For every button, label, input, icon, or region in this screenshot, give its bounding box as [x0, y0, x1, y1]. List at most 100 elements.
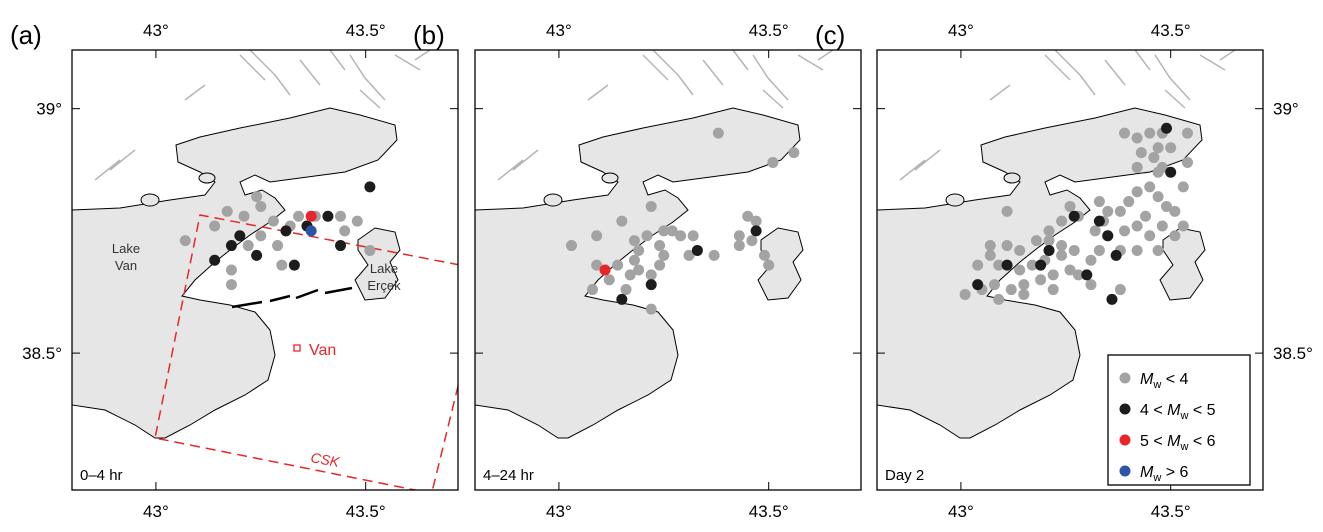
rupture: [231, 286, 353, 309]
legend-suffix: < 5: [1188, 402, 1215, 419]
box-edge: [431, 383, 458, 490]
legend-suffix: < 6: [1188, 433, 1215, 450]
x-tick-label: 43.5°: [749, 21, 789, 40]
legend-symbol: M: [1140, 464, 1154, 481]
event: [1068, 210, 1080, 222]
event: [972, 259, 984, 271]
event: [305, 225, 317, 237]
event: [234, 230, 246, 242]
event: [221, 205, 233, 217]
event: [759, 249, 770, 261]
event: [984, 240, 996, 252]
event: [972, 279, 984, 291]
x-tick-label: 43°: [143, 502, 169, 521]
event: [1043, 244, 1055, 256]
frame: [71, 49, 459, 491]
legend-suffix: < 4: [1161, 371, 1188, 388]
event: [335, 210, 347, 222]
event: [624, 269, 636, 281]
event: [750, 225, 762, 237]
event: [1131, 132, 1143, 144]
y-tick-label: 38.5°: [1273, 344, 1313, 363]
event: [984, 249, 996, 261]
legend-entry: Mw < 4: [1140, 371, 1189, 391]
event: [988, 279, 1000, 291]
event: [1056, 215, 1068, 227]
event: [1081, 269, 1093, 281]
event: [1156, 220, 1168, 232]
event: [654, 259, 666, 271]
x-tick-label: 43°: [546, 21, 572, 40]
event: [305, 210, 317, 222]
box-edge: [154, 214, 458, 490]
event: [1156, 161, 1168, 173]
event: [1161, 122, 1172, 134]
legend-subscript: w: [1179, 410, 1188, 422]
event: [675, 230, 687, 242]
event: [288, 259, 300, 271]
y-tick-label: 39°: [36, 100, 62, 119]
event: [251, 191, 263, 203]
lake-label: Lake: [370, 261, 398, 276]
legend-subscript: w: [1179, 441, 1188, 453]
event: [654, 240, 666, 252]
legend-marker: [1119, 403, 1131, 415]
event: [645, 303, 657, 315]
event: [1135, 147, 1147, 159]
event: [1152, 244, 1164, 256]
event: [1148, 152, 1160, 164]
event: [1001, 240, 1013, 252]
event: [1014, 264, 1026, 276]
event: [225, 264, 237, 276]
event: [1119, 127, 1131, 139]
event: [1144, 127, 1156, 139]
event: [658, 249, 670, 261]
x-tick-label: 43.5°: [1151, 502, 1191, 521]
time-label: 4–24 hr: [483, 467, 534, 484]
legend-prefix: 4 <: [1140, 402, 1167, 419]
event: [1169, 230, 1181, 242]
x-tick-label: 43°: [948, 502, 974, 521]
event: [1114, 284, 1126, 296]
legend-suffix: > 6: [1161, 464, 1188, 481]
event: [1161, 200, 1172, 212]
event: [993, 293, 1005, 305]
event: [1030, 235, 1042, 247]
fault-zone-label: CSK: [309, 449, 341, 470]
event: [339, 225, 351, 237]
event: [1152, 191, 1164, 203]
event: [242, 240, 254, 252]
x-tick-label: 43.5°: [346, 502, 386, 521]
event: [767, 156, 779, 168]
event: [1140, 210, 1152, 222]
event: [645, 269, 657, 281]
event: [364, 244, 376, 256]
frame: [474, 49, 862, 491]
event: [1106, 293, 1118, 305]
event: [1064, 264, 1076, 276]
frame: [876, 49, 1264, 491]
legend-entry: 4 < Mw < 5: [1140, 402, 1216, 422]
event: [1056, 249, 1068, 261]
panel-label: (a): [10, 20, 42, 50]
event: [251, 249, 263, 261]
legend-entry: 5 < Mw < 6: [1140, 433, 1216, 453]
event: [1089, 225, 1101, 237]
event: [683, 249, 695, 261]
event: [1085, 254, 1097, 266]
y-tick-label: 39°: [1273, 100, 1299, 119]
time-label: Day 2: [885, 467, 924, 484]
x-tick-label: 43.5°: [1151, 21, 1191, 40]
x-tick-label: 43.5°: [749, 502, 789, 521]
legend-subscript: w: [1152, 472, 1161, 484]
event: [267, 215, 279, 227]
event: [658, 225, 670, 237]
city-marker: [293, 344, 301, 352]
event: [1144, 230, 1156, 242]
event: [1144, 181, 1156, 193]
legend-symbol: M: [1167, 402, 1181, 419]
event: [1018, 279, 1030, 291]
event: [209, 220, 221, 232]
event: [1114, 205, 1126, 217]
